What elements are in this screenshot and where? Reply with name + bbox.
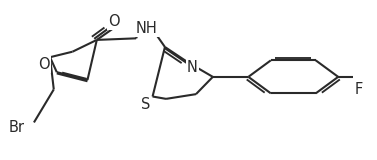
Text: S: S: [141, 97, 150, 112]
Text: O: O: [108, 14, 120, 29]
Text: NH: NH: [136, 21, 158, 36]
Text: Br: Br: [9, 120, 25, 136]
Text: N: N: [187, 60, 198, 75]
Text: O: O: [38, 57, 50, 72]
Text: F: F: [355, 82, 363, 97]
